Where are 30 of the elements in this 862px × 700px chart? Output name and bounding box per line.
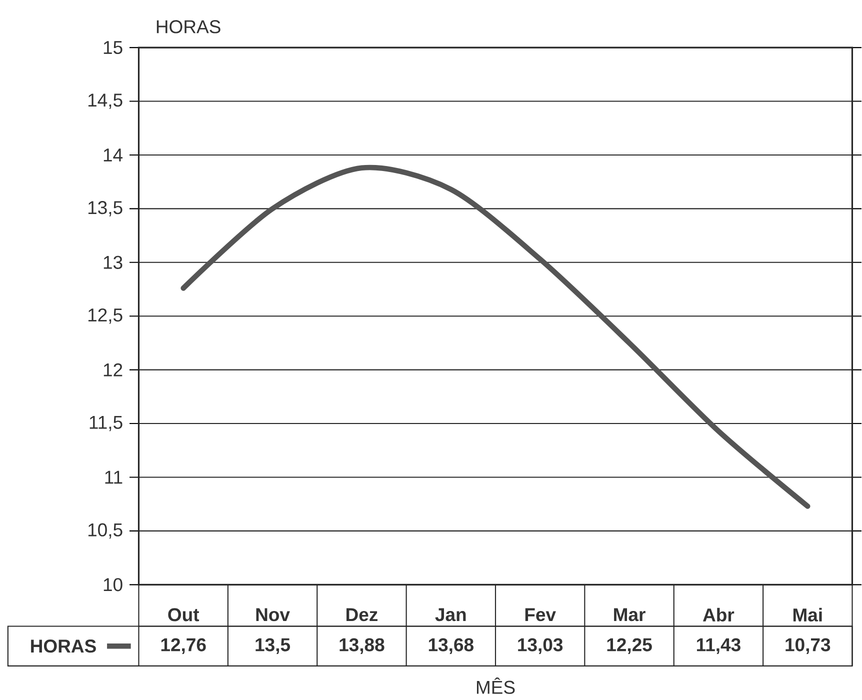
data-label: 13,5 bbox=[256, 638, 290, 654]
data-label: 13,03 bbox=[518, 638, 563, 654]
y-tick-label: 13,5 bbox=[88, 201, 122, 216]
y-tick-label: 10 bbox=[104, 578, 122, 592]
x-axis-title: MÊS bbox=[476, 678, 515, 694]
y-tick-label: 12,5 bbox=[88, 308, 122, 324]
x-tick-label: Nov bbox=[256, 608, 290, 622]
y-tick-label: 15 bbox=[104, 41, 122, 54]
x-tick-label: Out bbox=[168, 608, 200, 622]
y-tick-label: 14 bbox=[104, 148, 123, 162]
data-label: 12,25 bbox=[607, 638, 652, 654]
y-tick-label: 13 bbox=[104, 256, 122, 269]
data-label: 13,88 bbox=[340, 638, 384, 654]
y-tick-label: 11,5 bbox=[90, 416, 122, 432]
y-tick-label: 11 bbox=[105, 470, 122, 484]
x-tick-label: Mar bbox=[614, 608, 646, 622]
data-label: 12,76 bbox=[161, 638, 206, 654]
x-tick-label: Mai bbox=[793, 608, 822, 622]
y-axis-title: HORAS bbox=[156, 20, 220, 34]
x-tick-label: Jan bbox=[435, 608, 466, 622]
y-tick-label: 14,5 bbox=[88, 94, 122, 109]
y-tick-label: 10,5 bbox=[88, 523, 122, 539]
y-tick-label: 12 bbox=[104, 363, 122, 376]
legend-label: HORAS bbox=[31, 640, 96, 653]
x-tick-label: Fev bbox=[525, 608, 556, 622]
x-tick-label: Dez bbox=[346, 608, 378, 622]
data-label: 10,73 bbox=[786, 638, 830, 654]
data-label: 11,43 bbox=[696, 638, 740, 654]
x-tick-label: Abr bbox=[702, 608, 734, 622]
data-label: 13,68 bbox=[428, 638, 474, 654]
